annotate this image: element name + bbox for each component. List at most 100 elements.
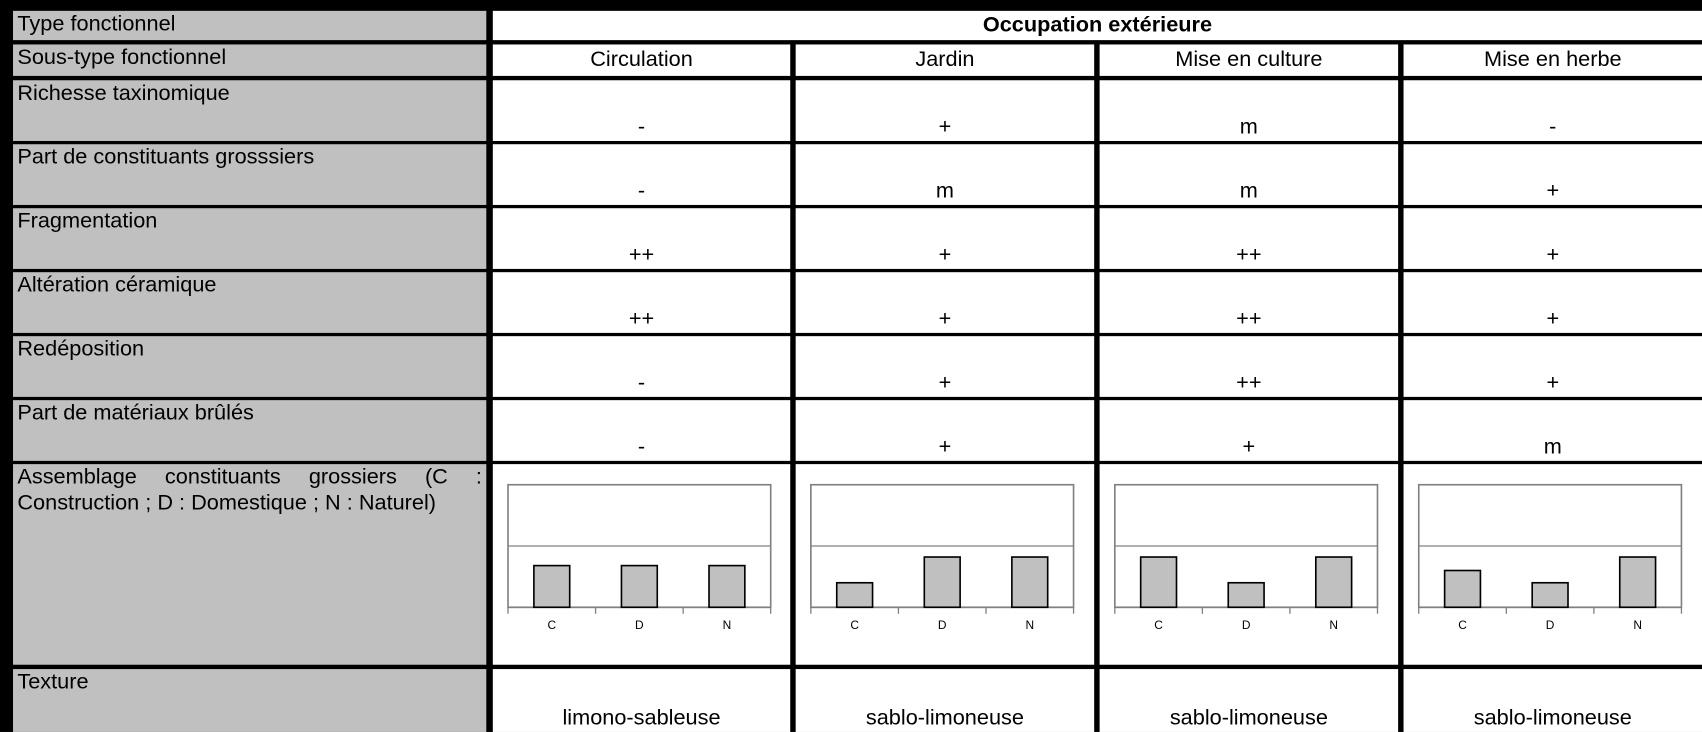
x-tick-label: N [1025, 618, 1034, 632]
row-value: + [1099, 400, 1399, 461]
cell-text: Mise en culture [1175, 47, 1323, 72]
bar [1531, 581, 1569, 609]
x-tick-label: D [1546, 618, 1555, 632]
cell-text: Jardin [915, 47, 975, 72]
subheader-column: Mise en culture [1099, 44, 1399, 76]
texture-value: sablo-limoneuse [795, 669, 1095, 732]
x-tick-label: C [1458, 618, 1467, 632]
row-value: m [1099, 144, 1399, 205]
texture-value: limono-sableuse [492, 669, 791, 732]
row-value: + [795, 272, 1095, 333]
x-tick-label: D [1242, 618, 1251, 632]
cell-text: - [637, 434, 646, 459]
cell-text: Sous-type fonctionnel [17, 45, 227, 70]
row-value: m [795, 144, 1095, 205]
cell-text: Altération céramique [17, 273, 217, 298]
cell-text: m [1239, 178, 1258, 203]
bar [1443, 569, 1482, 609]
cell-text: sablo-limoneuse [1169, 705, 1328, 730]
cell-text: - [637, 114, 646, 139]
bar [533, 564, 571, 609]
x-tick-label: D [635, 618, 644, 632]
x-tick-label: C [850, 618, 859, 632]
row-label: Richesse taxinomique [13, 80, 487, 141]
row-label: Fragmentation [13, 208, 487, 269]
cell-text: m [1543, 434, 1562, 459]
cell-text: Texture [17, 670, 89, 695]
texture-value: sablo-limoneuse [1099, 669, 1399, 732]
header-label: Type fonctionnel [13, 10, 487, 41]
cell-text: Type fonctionnel [17, 11, 176, 36]
cell-text: ++ [628, 306, 655, 331]
cell-text: Richesse taxinomique [17, 81, 230, 106]
row-value: ++ [492, 208, 791, 269]
row-value: - [1403, 80, 1702, 141]
subheader-column: Jardin [795, 44, 1095, 76]
cell-text: Fragmentation [17, 209, 158, 234]
bar [1139, 556, 1178, 609]
cell-text: Mise en herbe [1484, 47, 1622, 72]
header-title: Occupation extérieure [492, 10, 1702, 41]
x-tick-label: D [938, 618, 947, 632]
cell-text: + [938, 370, 952, 395]
cell-text: + [938, 434, 952, 459]
row-value: + [1403, 336, 1702, 397]
bar [1618, 556, 1657, 609]
row-label: Redéposition [13, 336, 487, 397]
cell-text: sablo-limoneuse [1473, 705, 1632, 730]
cell-text: - [637, 370, 646, 395]
row-value: - [492, 144, 791, 205]
cell-text: ++ [1236, 370, 1262, 395]
cell-text: ++ [1236, 306, 1262, 331]
row-value: - [492, 80, 791, 141]
row-value: + [1403, 208, 1702, 269]
row-label: Part de constituants grosssiers [13, 144, 487, 205]
cell-text: Assemblage constituants grossiers (C : C… [17, 465, 482, 516]
cell-text: Redéposition [17, 337, 145, 362]
row-value: - [492, 400, 791, 461]
cell-text: + [938, 306, 952, 331]
row-value: - [492, 336, 791, 397]
cell-text: ++ [1236, 242, 1262, 267]
row-value: ++ [1099, 208, 1399, 269]
x-tick-label: N [1329, 618, 1338, 632]
cell-text: + [1546, 306, 1560, 331]
cell-text: limono-sableuse [562, 705, 721, 730]
row-value: + [1403, 272, 1702, 333]
cell-text: Part de matériaux brûlés [17, 401, 254, 426]
cell-text: - [637, 178, 646, 203]
bar [620, 564, 659, 609]
x-tick-label: N [723, 618, 732, 632]
row-value: m [1099, 80, 1399, 141]
bar [708, 564, 746, 609]
subheader-column: Circulation [492, 44, 791, 76]
cell-text: + [1546, 370, 1560, 395]
row-value: ++ [492, 272, 791, 333]
row-value: + [795, 80, 1095, 141]
cell-text: sablo-limoneuse [865, 705, 1024, 730]
bar [1314, 556, 1353, 609]
row-value: + [795, 400, 1095, 461]
cell-text: Circulation [590, 47, 693, 72]
cell-text: m [935, 178, 954, 203]
bar [1011, 556, 1049, 609]
row-value: + [795, 208, 1095, 269]
bar [923, 556, 961, 609]
row-label: Altération céramique [13, 272, 487, 333]
cell-text: - [1549, 114, 1557, 139]
row-value: + [1403, 144, 1702, 205]
texture-label: Texture [13, 669, 487, 732]
cell-text: + [1546, 242, 1560, 267]
x-tick-label: C [1154, 618, 1163, 632]
cell-text: m [1239, 114, 1258, 139]
cell-text: ++ [628, 242, 655, 267]
cell-text: Occupation extérieure [982, 13, 1213, 37]
